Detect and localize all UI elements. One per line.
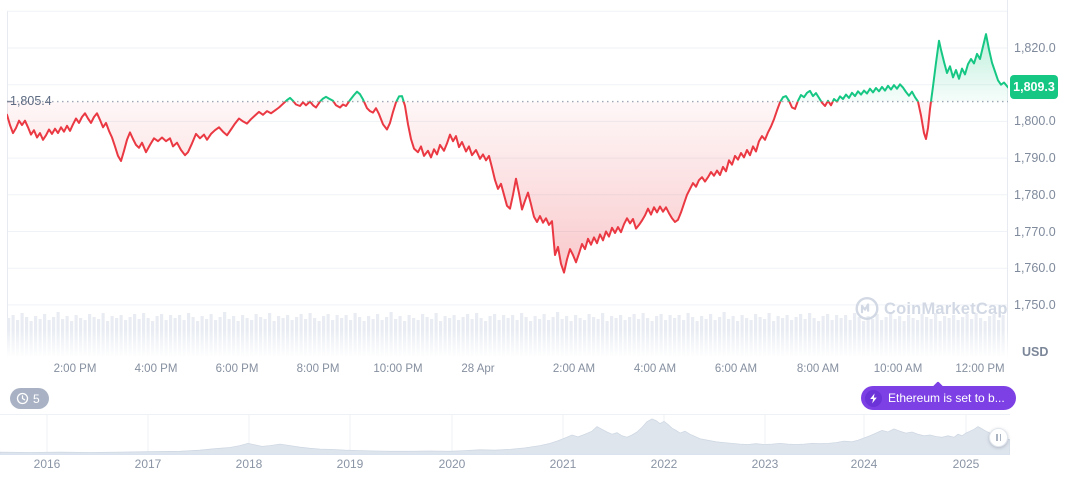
timeline-navigator[interactable]: [0, 414, 1011, 456]
price-axis-label: 1,780.0: [1014, 187, 1056, 202]
history-events-badge[interactable]: 5: [10, 388, 49, 409]
year-axis-label: 2021: [549, 457, 577, 471]
price-line-down: [7, 101, 932, 274]
coinmarketcap-watermark: CoinMarketCap: [855, 296, 1008, 321]
navigator-area: [0, 418, 1011, 455]
time-axis-label: 8:00 PM: [296, 363, 340, 375]
main-chart[interactable]: CoinMarketCap: [7, 0, 1008, 360]
currency-unit-label[interactable]: USD: [1022, 345, 1049, 359]
news-event-badge[interactable]: Ethereum is set to b...: [861, 386, 1016, 410]
year-axis-label: 2024: [850, 457, 878, 471]
year-axis-label: 2025: [952, 457, 980, 471]
year-axis-label: 2017: [134, 457, 162, 471]
price-axis-label: 1,820.0: [1014, 41, 1056, 55]
time-axis-label: 2:00 AM: [552, 363, 596, 375]
time-axis-label: 10:00 AM: [873, 363, 923, 375]
svg-text:CoinMarketCap: CoinMarketCap: [884, 300, 1008, 318]
year-axis-label: 2018: [235, 457, 263, 471]
lightning-icon: [865, 389, 882, 407]
year-axis-label: 2023: [751, 457, 779, 471]
baseline-price-label: 1,805.4: [10, 94, 52, 108]
price-axis-label: 1,770.0: [1014, 224, 1056, 239]
time-axis-label: 4:00 AM: [633, 363, 677, 375]
price-axis-label: 1,790.0: [1014, 151, 1056, 166]
time-axis-label: 4:00 PM: [134, 363, 178, 375]
time-axis-label: 8:00 AM: [796, 363, 840, 375]
year-axis-label: 2016: [33, 457, 61, 471]
price-axis-label: 1,750.0: [1014, 297, 1056, 312]
year-axis-label: 2022: [650, 457, 678, 471]
area-fill-below-baseline: [7, 101, 931, 273]
time-axis-label: 2:00 PM: [53, 363, 97, 375]
year-axis-label: 2020: [438, 457, 466, 471]
time-axis-label: 12:00 PM: [955, 363, 1005, 375]
time-axis-label: 6:00 PM: [215, 363, 259, 375]
price-axis-label: 1,760.0: [1014, 261, 1056, 276]
year-axis-label: 2019: [336, 457, 364, 471]
price-line-up: [283, 33, 1008, 102]
history-events-count: 5: [33, 391, 40, 406]
current-price-badge: 1,809.3: [1010, 75, 1058, 100]
clock-history-icon: [16, 392, 29, 405]
price-axis-label: 1,800.0: [1014, 114, 1056, 129]
time-axis-label: 28 Apr: [461, 363, 495, 375]
news-event-label: Ethereum is set to b...: [888, 391, 1005, 405]
time-axis-label: 6:00 AM: [714, 363, 758, 375]
time-axis-label: 10:00 PM: [373, 363, 423, 375]
navigator-handle[interactable]: [989, 428, 1008, 447]
